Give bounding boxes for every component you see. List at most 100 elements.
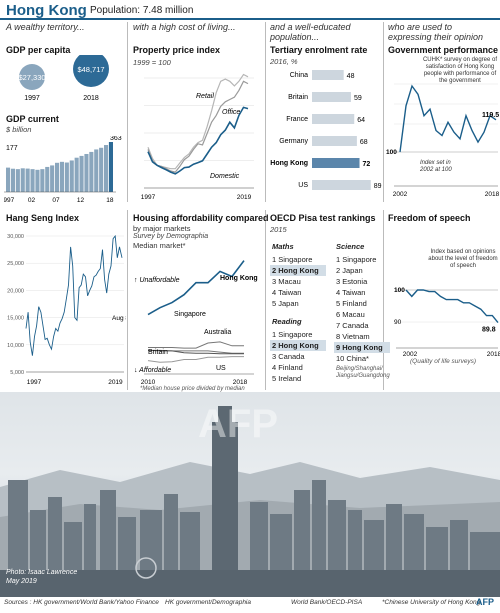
speech-line <box>405 289 499 324</box>
ranking-row: 3 Canada <box>272 352 305 361</box>
pisa-sub: 2015 <box>270 225 287 234</box>
speech-note: Index based on opinions about the level … <box>428 249 498 269</box>
ranking-row: 5 Ireland <box>272 374 302 383</box>
value-2018: $48,717 <box>77 65 104 74</box>
separator <box>127 210 128 390</box>
footer-source-3: World Bank/OECD-PISA <box>291 599 363 606</box>
gdp-xtick: 07 <box>52 197 60 204</box>
ranking-row: 5 Japan <box>272 299 299 308</box>
gdp-current-unit: $ billion <box>6 125 32 134</box>
ranking-row: 4 Taiwan <box>272 288 302 297</box>
bubble-1997 <box>19 64 45 90</box>
house-line-hong-kong <box>147 260 245 316</box>
house-line-britain <box>148 349 244 355</box>
gdp-bar <box>20 168 25 192</box>
hangseng-chart: 5,000 10,000 15,000 20,000 25,000 30,000 Aug 8… <box>7 234 126 386</box>
housing-sub2: Survey by Demographia <box>133 233 209 240</box>
tert-category: Britain <box>288 94 308 101</box>
intro-opinion: who are used to expressing their opinion <box>388 22 484 42</box>
photo-credit: Photo: Isaac Lawrence May 2019 <box>6 569 78 585</box>
housing-sub1: by major markets <box>133 224 191 233</box>
ranking-row: 3 Macau <box>272 277 301 286</box>
prop-line-domestic <box>147 106 249 175</box>
tower-top <box>218 406 232 426</box>
house-label-britain: Britain <box>148 349 168 356</box>
house-unaffordable: ↑ Unaffordable <box>134 277 180 284</box>
tert-category: US <box>298 182 308 189</box>
hangseng-title: Hang Seng Index <box>6 213 80 223</box>
footer-source-1: Sources : HK government/World Bank/Yahoo… <box>4 599 159 606</box>
separator <box>383 210 384 390</box>
hs-ytick: 10,000 <box>7 343 24 349</box>
gdp-current-title: GDP current <box>6 114 59 124</box>
header-rule <box>0 18 500 20</box>
separator <box>383 22 384 202</box>
ranking-row: 2 Hong Kong <box>270 340 326 351</box>
footer-source-2: HK government/Demographia <box>165 599 251 606</box>
separator <box>265 210 266 390</box>
gdp-bar <box>69 160 74 192</box>
gdp-end-label: 363 <box>110 136 122 142</box>
gdp-bar <box>79 155 84 192</box>
gov-xtick: 2018 <box>485 191 500 198</box>
speech-xtick: 2002 <box>403 351 418 358</box>
intro-cost: with a high cost of living... <box>133 22 236 32</box>
house-xtick: 2010 <box>141 379 156 386</box>
tert-value: 89 <box>374 183 382 190</box>
separator <box>127 22 128 202</box>
tert-value: 68 <box>360 139 368 146</box>
tert-bar <box>312 158 360 168</box>
tower <box>212 422 238 570</box>
ranking-row: 1 Singapore <box>272 330 313 339</box>
house-line-australia <box>148 341 244 349</box>
gdp-current-chart: 177 363 1997 02 07 12 18 <box>4 136 122 204</box>
bubble-2018 <box>73 55 109 87</box>
gdp-bar <box>35 169 40 192</box>
label-1997: 1997 <box>24 95 40 102</box>
footer-source-4: *Chinese University of Hong Kong <box>382 599 481 606</box>
tert-bar <box>312 114 355 124</box>
ranking-row: 10 China* <box>336 354 369 363</box>
ranking-row: 1 Singapore <box>336 255 377 264</box>
house-label-singapore: Singapore <box>174 311 206 318</box>
gdp-bar <box>108 142 113 192</box>
population-label: Population: 7.48 million <box>90 5 194 16</box>
tert-value: 64 <box>357 117 365 124</box>
ranking-row: 1 Singapore <box>272 255 313 264</box>
property-base: 1999 = 100 <box>133 58 171 67</box>
speech-y90: 90 <box>394 319 402 326</box>
speech-xtick: 2018 <box>487 351 500 358</box>
pisa-china-note: Beijing/Shanghai/ Jiangsu/Guangdong <box>336 366 390 379</box>
ranking-row: 6 Macau <box>336 310 365 319</box>
ranking-row: 2 Hong Kong <box>270 265 326 276</box>
skyline-drawing <box>0 406 500 597</box>
govperf-note: CUHK* survey on degree of satisfaction o… <box>422 57 498 84</box>
speech-end-label: 89.8 <box>482 327 496 334</box>
tert-value: 48 <box>347 73 355 80</box>
photo-watermark: AFP <box>198 402 278 446</box>
gdp-xtick: 18 <box>106 197 114 204</box>
gdp-xtick: 1997 <box>4 197 15 204</box>
label-2018: 2018 <box>83 95 99 102</box>
gdp-xtick: 12 <box>77 197 85 204</box>
hs-ytick: 30,000 <box>7 234 24 240</box>
gdp-bar <box>64 162 69 192</box>
gdp-xtick: 02 <box>28 197 36 204</box>
tert-category: France <box>286 116 308 123</box>
pisa-maths-list: 1 Singapore 2 Hong Kong 3 Macau 4 Taiwan 5 J… <box>270 254 326 309</box>
house-label-hongkong: Hong Kong <box>220 275 258 282</box>
property-chart: Retail Office Domestic 1997 2019 <box>141 73 254 201</box>
tert-category: Germany <box>279 138 308 145</box>
gdp-bar <box>45 166 50 192</box>
govperf-chart: 100 119.5 2002 2018 <box>386 83 500 198</box>
pisa-reading-title: Reading <box>272 317 302 326</box>
gdp-per-capita-title: GDP per capita <box>6 45 71 55</box>
property-title: Property price index <box>133 45 221 55</box>
hs-xtick: 1997 <box>27 379 42 386</box>
hs-ytick: 5,000 <box>10 370 24 376</box>
gdp-bar <box>84 153 89 192</box>
gdp-bar <box>104 145 109 192</box>
ranking-row: 4 Finland <box>272 363 303 372</box>
gdp-start-label: 177 <box>6 145 18 152</box>
prop-line-retail <box>147 73 249 170</box>
